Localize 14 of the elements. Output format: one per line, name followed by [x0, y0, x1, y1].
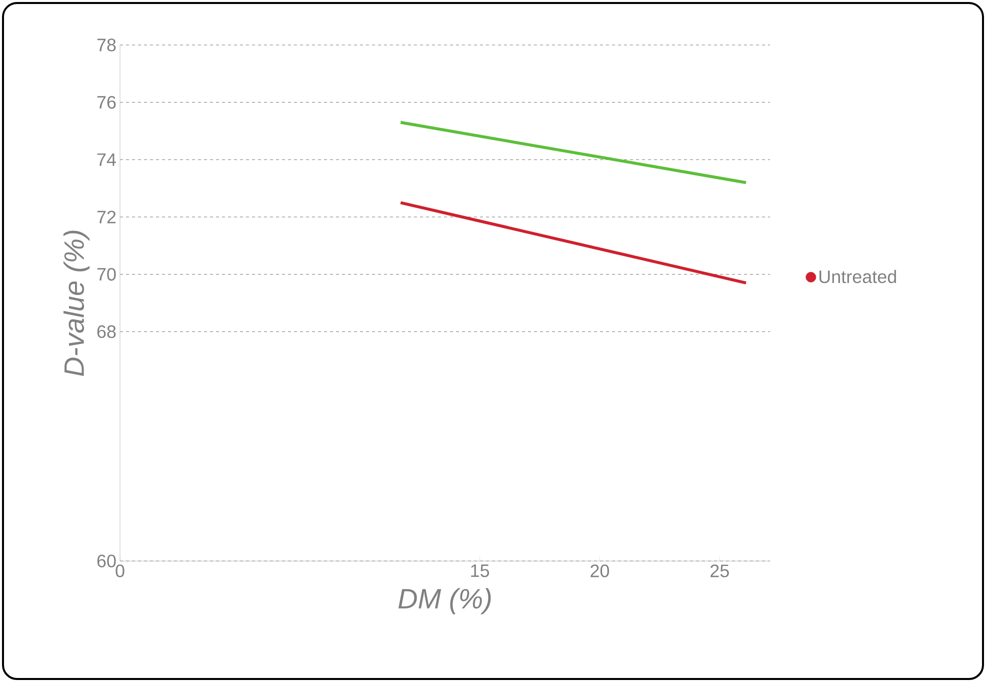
y-tick-label: 60: [97, 554, 116, 568]
y-tick-label: 70: [97, 268, 116, 281]
y-tick-label: 76: [97, 96, 116, 109]
x-tick-label: 20: [590, 564, 610, 578]
x-tick-label: 15: [471, 564, 490, 578]
y-tick-label: 68: [97, 325, 116, 338]
x-tick-label: 25: [710, 564, 729, 578]
y-axis-title: D-value (%): [64, 230, 90, 376]
x-tick-label: 0: [116, 564, 124, 578]
y-tick-label: 72: [97, 210, 116, 224]
x-axis-title: DM (%): [398, 588, 491, 614]
y-tick-label: 74: [97, 153, 116, 166]
legend-label: Untreated: [820, 270, 896, 284]
y-tick-label: 78: [97, 38, 116, 52]
